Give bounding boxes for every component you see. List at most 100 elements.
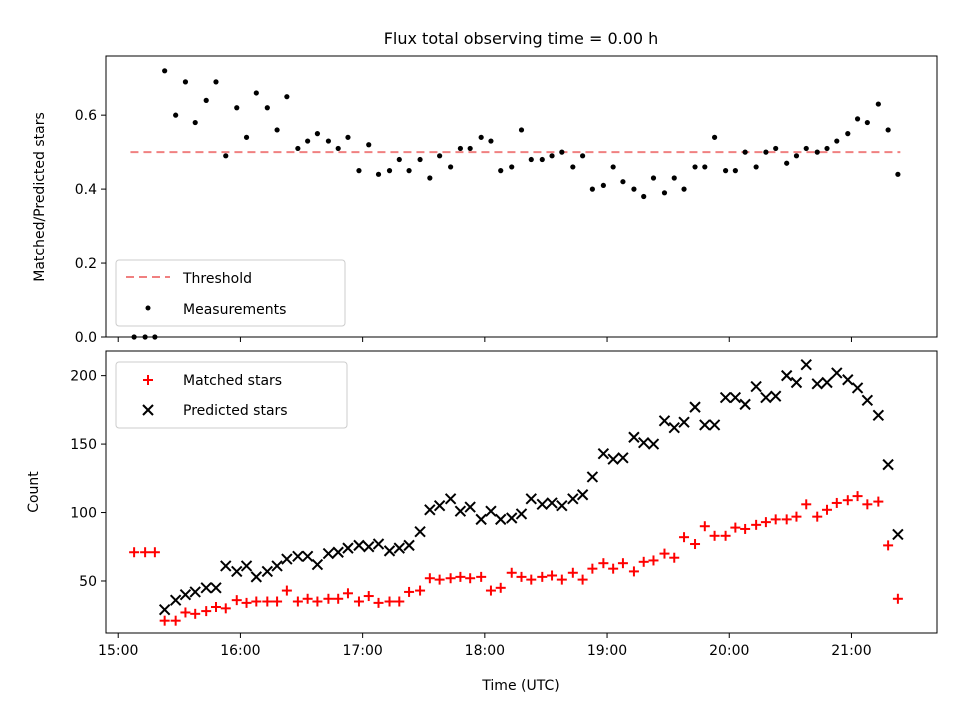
matched-star-point	[669, 552, 680, 563]
top-legend-box	[115, 259, 346, 327]
measurement-point	[406, 168, 412, 174]
matched-star-point	[883, 540, 894, 551]
predicted-star-point	[332, 546, 344, 558]
matched-star-point	[831, 497, 842, 508]
predicted-star-point	[311, 558, 324, 571]
matched-star-point	[760, 517, 771, 528]
matched-star-point	[506, 567, 517, 578]
measurement-point	[814, 149, 820, 155]
matched-star-point	[730, 522, 741, 533]
measurement-point	[641, 193, 647, 200]
measurement-point	[784, 160, 790, 166]
predicted-star-point	[250, 571, 263, 583]
matched-star-point	[862, 499, 873, 510]
matched-star-point	[201, 606, 212, 617]
measurement-point	[793, 153, 800, 159]
legend-measurements-label: Measurements	[183, 302, 286, 318]
predicted-star-point	[189, 586, 201, 598]
predicted-star-point	[169, 594, 182, 606]
predicted-star-point	[842, 374, 854, 386]
predicted-star-point	[515, 508, 528, 520]
predicted-star-point	[607, 453, 619, 465]
measurement-point	[182, 79, 189, 85]
matched-star-point	[404, 586, 415, 597]
matched-star-point	[587, 563, 598, 574]
matched-star-point	[394, 596, 405, 607]
measurement-point	[284, 94, 290, 100]
measurement-point	[457, 145, 463, 152]
top-y-tick-label: 0.4	[75, 182, 97, 198]
bottom-y-tick-label: 150	[70, 437, 97, 453]
x-tick-label: 20:00	[709, 643, 749, 659]
predicted-stars-points	[158, 358, 904, 616]
predicted-star-point	[576, 489, 589, 501]
x-tick-label: 21:00	[831, 643, 871, 659]
measurement-point	[803, 145, 809, 152]
measurement-point	[488, 138, 494, 144]
predicted-star-point	[637, 437, 650, 449]
matched-star-point	[292, 596, 303, 607]
predicted-star-point	[729, 391, 742, 404]
legend-matched-marker	[143, 375, 153, 385]
predicted-star-point	[872, 409, 885, 422]
measurement-point	[203, 97, 209, 103]
top-y-axis-label: Matched/Predicted stars	[32, 112, 48, 282]
bottom-y-tick-label: 50	[79, 574, 97, 590]
top-y-tick-label: 0.0	[75, 330, 97, 346]
matched-star-point	[567, 567, 578, 578]
measurement-point	[570, 164, 576, 170]
matched-star-point	[690, 539, 701, 550]
measurement-point	[732, 168, 738, 174]
matched-star-point	[577, 574, 588, 585]
predicted-star-point	[271, 560, 283, 572]
predicted-star-point	[699, 419, 711, 431]
predicted-star-point	[831, 367, 843, 379]
measurement-point	[650, 175, 657, 181]
predicted-star-point	[485, 505, 497, 517]
measurement-point	[702, 164, 708, 170]
top-y-tick-label: 0.2	[75, 256, 97, 272]
matched-star-point	[628, 566, 639, 577]
predicted-star-point	[678, 416, 690, 428]
measurement-point	[325, 138, 332, 144]
top-axes-frame	[105, 55, 938, 338]
matched-stars-points	[129, 491, 903, 626]
measurement-point	[528, 156, 534, 163]
measurement-point	[600, 182, 606, 189]
matched-star-point	[455, 571, 466, 582]
measurement-point	[356, 168, 362, 174]
matched-star-point	[740, 523, 751, 534]
predicted-star-point	[546, 497, 558, 509]
measurement-point	[314, 131, 321, 137]
predicted-star-point	[301, 550, 314, 563]
legend-matched-label: Matched stars	[183, 373, 282, 389]
matched-star-point	[812, 511, 823, 522]
measurement-point	[875, 101, 881, 107]
predicted-star-point	[647, 438, 660, 450]
predicted-star-point	[861, 394, 874, 406]
legend-predicted-swatch	[142, 404, 154, 416]
measurement-point	[834, 138, 840, 144]
x-tick-label: 17:00	[342, 643, 382, 659]
matched-star-point	[424, 573, 435, 584]
predicted-star-point	[158, 604, 171, 616]
predicted-star-point	[322, 547, 335, 560]
measurement-point	[437, 153, 443, 159]
legend-threshold-label: Threshold	[182, 271, 252, 287]
predicted-star-point	[628, 431, 640, 443]
predicted-star-point	[597, 447, 610, 460]
matched-star-point	[720, 530, 731, 541]
measurement-point	[295, 145, 301, 152]
matched-star-point	[445, 573, 456, 584]
matched-star-point	[709, 530, 720, 541]
legend-predicted-marker	[142, 404, 154, 416]
matched-star-point	[751, 519, 762, 530]
measurement-point	[895, 171, 901, 177]
measurement-point	[631, 186, 637, 192]
matched-star-point	[659, 548, 670, 559]
matched-star-point	[465, 573, 476, 584]
legend-predicted-label: Predicted stars	[183, 403, 288, 419]
measurement-point	[498, 168, 504, 174]
matched-star-point	[302, 593, 313, 604]
predicted-star-point	[261, 565, 274, 578]
